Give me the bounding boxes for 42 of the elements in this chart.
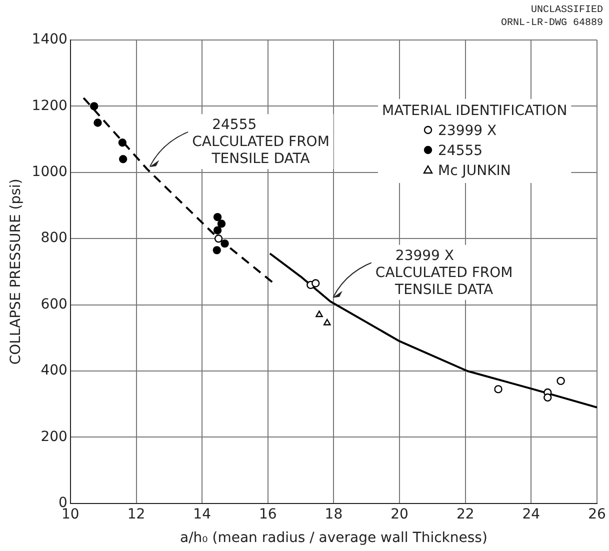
annotation: 23999 X CALCULATED FROM TENSILE DATA xyxy=(375,248,513,298)
point xyxy=(213,226,222,234)
y-axis-title: COLLAPSE PRESSURE (psi) xyxy=(8,178,24,365)
y-tick-label: 600 xyxy=(40,296,68,312)
x-tick-label: 16 xyxy=(258,506,277,522)
x-tick-label: 26 xyxy=(588,506,606,522)
text: ORNL-LR-DWG 64889 xyxy=(500,17,603,30)
point xyxy=(494,385,502,394)
point xyxy=(316,310,323,318)
x-tick-label: 18 xyxy=(324,506,343,522)
x-tick-label: 24 xyxy=(522,506,540,522)
point xyxy=(556,376,565,386)
point xyxy=(118,155,128,164)
point xyxy=(220,239,229,248)
point xyxy=(90,102,98,110)
legend-label: 23999 X xyxy=(438,123,497,139)
legend-label: Mc JUNKIN xyxy=(438,163,511,179)
point xyxy=(118,138,127,147)
point xyxy=(217,220,226,228)
x-tick-label: 22 xyxy=(456,506,474,522)
y-tick-label: 800 xyxy=(40,230,68,246)
y-tick-label: 200 xyxy=(40,428,68,445)
x-tick-label: 14 xyxy=(193,506,212,522)
y-tick-label: 1000 xyxy=(32,164,68,180)
x-axis-title: a/h₀ (mean radius / average wall Thickness) xyxy=(180,530,488,546)
x-tick-label: 20 xyxy=(390,506,408,522)
point xyxy=(214,234,223,243)
point xyxy=(312,279,320,288)
x-tick-label: 12 xyxy=(127,506,146,522)
legend-label: 24555 xyxy=(438,143,483,159)
y-tick-label: 400 xyxy=(40,362,68,379)
legend-title: MATERIAL IDENTIFICATION xyxy=(382,103,568,119)
point xyxy=(324,318,331,326)
text: UNCLASSIFIED xyxy=(530,4,603,17)
point xyxy=(94,118,102,127)
point xyxy=(544,393,552,402)
point xyxy=(213,212,222,222)
y-tick-label: 1200 xyxy=(32,98,68,114)
y-tick-label: 1400 xyxy=(32,32,68,48)
x-tick-label: 10 xyxy=(62,506,80,522)
point xyxy=(212,246,221,254)
annotation: 24555 CALCULATED FROM TENSILE DATA xyxy=(192,117,330,168)
